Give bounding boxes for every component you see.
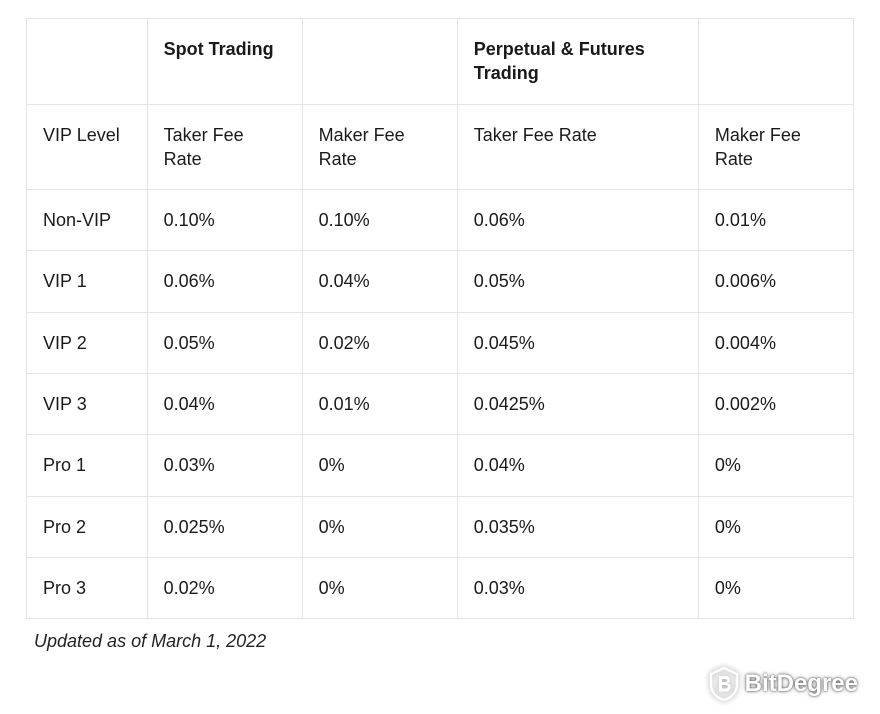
cell-spot-taker: 0.04% (147, 374, 302, 435)
cell-perp-taker: 0.06% (457, 190, 698, 251)
cell-level: VIP 3 (27, 374, 148, 435)
cell-spot-maker: 0.02% (302, 312, 457, 373)
table-container: Spot Trading Perpetual & Futures Trading… (0, 0, 880, 652)
cell-spot-taker: 0.05% (147, 312, 302, 373)
cell-perp-taker: 0.035% (457, 496, 698, 557)
cell-level: Non-VIP (27, 190, 148, 251)
table-row: VIP 3 0.04% 0.01% 0.0425% 0.002% (27, 374, 854, 435)
cell-perp-taker: 0.04% (457, 435, 698, 496)
watermark-text: BitDegree (745, 670, 858, 698)
table-row: Pro 2 0.025% 0% 0.035% 0% (27, 496, 854, 557)
update-caption: Updated as of March 1, 2022 (26, 619, 854, 652)
cell-spot-maker: 0% (302, 435, 457, 496)
cell-spot-maker: 0.01% (302, 374, 457, 435)
cell-perp-taker: 0.03% (457, 557, 698, 618)
cell-level: VIP 1 (27, 251, 148, 312)
table-header-row: Spot Trading Perpetual & Futures Trading (27, 19, 854, 105)
table-row: Pro 3 0.02% 0% 0.03% 0% (27, 557, 854, 618)
cell-spot-taker: 0.03% (147, 435, 302, 496)
header-blank (27, 19, 148, 105)
cell-spot-taker: 0.10% (147, 190, 302, 251)
cell-perp-maker: 0.006% (698, 251, 853, 312)
fee-table: Spot Trading Perpetual & Futures Trading… (26, 18, 854, 619)
table-row: Non-VIP 0.10% 0.10% 0.06% 0.01% (27, 190, 854, 251)
cell-spot-maker: 0% (302, 496, 457, 557)
subheader-perp-maker: Maker Fee Rate (698, 104, 853, 190)
subheader-level: VIP Level (27, 104, 148, 190)
cell-spot-maker: 0.04% (302, 251, 457, 312)
cell-level: Pro 3 (27, 557, 148, 618)
header-perp2 (698, 19, 853, 105)
table-subheader-row: VIP Level Taker Fee Rate Maker Fee Rate … (27, 104, 854, 190)
header-spot2 (302, 19, 457, 105)
cell-perp-maker: 0.002% (698, 374, 853, 435)
cell-perp-maker: 0% (698, 435, 853, 496)
table-row: Pro 1 0.03% 0% 0.04% 0% (27, 435, 854, 496)
cell-spot-maker: 0.10% (302, 190, 457, 251)
cell-spot-taker: 0.02% (147, 557, 302, 618)
header-spot: Spot Trading (147, 19, 302, 105)
subheader-spot-maker: Maker Fee Rate (302, 104, 457, 190)
cell-perp-maker: 0% (698, 557, 853, 618)
cell-level: Pro 2 (27, 496, 148, 557)
subheader-perp-taker: Taker Fee Rate (457, 104, 698, 190)
cell-perp-maker: 0% (698, 496, 853, 557)
cell-level: VIP 2 (27, 312, 148, 373)
cell-level: Pro 1 (27, 435, 148, 496)
subheader-spot-taker: Taker Fee Rate (147, 104, 302, 190)
table-row: VIP 1 0.06% 0.04% 0.05% 0.006% (27, 251, 854, 312)
header-perpetual: Perpetual & Futures Trading (457, 19, 698, 105)
bitdegree-logo-icon (709, 667, 739, 701)
cell-spot-taker: 0.06% (147, 251, 302, 312)
cell-perp-taker: 0.05% (457, 251, 698, 312)
cell-perp-taker: 0.0425% (457, 374, 698, 435)
cell-spot-taker: 0.025% (147, 496, 302, 557)
cell-spot-maker: 0% (302, 557, 457, 618)
cell-perp-maker: 0.01% (698, 190, 853, 251)
cell-perp-taker: 0.045% (457, 312, 698, 373)
table-row: VIP 2 0.05% 0.02% 0.045% 0.004% (27, 312, 854, 373)
watermark: BitDegree (703, 664, 864, 704)
cell-perp-maker: 0.004% (698, 312, 853, 373)
